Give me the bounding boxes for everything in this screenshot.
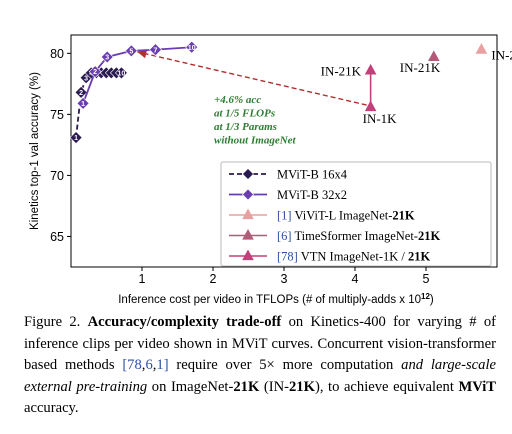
caption-figure-number: Figure 2. (24, 314, 81, 330)
x-tick-label: 2 (210, 272, 217, 286)
x-axis-label: Inference cost per video in TFLOPs (# of… (118, 292, 434, 306)
caption-cite-2[interactable]: 6 (145, 357, 153, 373)
caption-bold-1: 21K (233, 378, 260, 395)
data-point (185, 40, 199, 54)
x-tick-label: 5 (423, 272, 430, 286)
legend-label: MViT-B 32x2 (277, 188, 347, 202)
data-point (69, 131, 83, 144)
data-point (149, 43, 162, 57)
data-point (100, 50, 114, 64)
legend-label: MViT-B 16x4 (277, 168, 348, 182)
caption-text-6: ), to achieve equivalent (314, 378, 459, 395)
data-point (428, 50, 440, 62)
legend-marker (242, 228, 254, 240)
caption-title: Accuracy/complexity trade-off (87, 314, 282, 330)
data-point (76, 96, 90, 110)
caption-text-1: on Kinetics-400 for varying # of inferen… (24, 314, 496, 373)
y-tick-label: 75 (50, 108, 64, 122)
caption-text-4: on ImageNet- (147, 378, 234, 395)
annotation-line: without ImageNet (214, 135, 297, 147)
caption-text-7: accuracy. (24, 400, 79, 416)
data-point-label: 10 (118, 70, 126, 77)
data-point-label: 5 (129, 48, 133, 55)
legend-label: [1] ViViT-L ImageNet-21K (277, 209, 415, 223)
data-point (364, 63, 377, 75)
x-tick-label: 4 (352, 272, 359, 286)
y-tick-label: 80 (50, 47, 64, 61)
x-tick-label: 1 (139, 272, 146, 286)
point-label: IN-21K (321, 63, 362, 78)
legend-label: [6] TimeSformer ImageNet-21K (277, 229, 440, 243)
data-point (74, 85, 88, 99)
point-label: IN-1K (363, 111, 398, 126)
caption-cite-3[interactable]: 1] (156, 357, 169, 373)
legend-entry: MViT-B 32x2 (229, 188, 347, 202)
legend-marker (242, 249, 254, 261)
data-point-label: 3 (105, 55, 109, 62)
improvement-arrowhead (137, 49, 148, 59)
legend-entry: [1] ViViT-L ImageNet-21K (229, 208, 415, 223)
data-point-label: 2 (79, 90, 83, 97)
data-point-label: 7 (154, 47, 158, 54)
data-point (475, 43, 488, 54)
data-point-label: 1 (74, 135, 78, 142)
legend-marker (242, 188, 254, 201)
legend-label: [78] VTN ImageNet-1K / 21K (277, 250, 431, 264)
annotation-line: at 1/5 FLOPs (214, 108, 275, 120)
caption-bold-3: MViT (458, 378, 497, 395)
data-point (88, 65, 102, 79)
data-point (124, 44, 138, 58)
legend-marker (242, 168, 254, 180)
caption-text-5: (IN- (259, 378, 289, 395)
chart-legend: MViT-B 16x4 MViT-B 32x2 [1] ViViT-L ImageN… (220, 161, 492, 267)
annotation-line: at 1/3 Params (214, 121, 277, 133)
x-tick-label: 3 (281, 272, 288, 286)
data-point-label: 2 (93, 69, 97, 76)
annotation-line: +4.6% acc (214, 94, 261, 106)
legend-entry: [78] VTN ImageNet-1K / 21K (229, 249, 431, 264)
legend-entry: MViT-B 16x4 (229, 168, 348, 182)
data-point-label: 3 (84, 75, 88, 82)
caption-bold-2: 21K (289, 378, 315, 395)
y-tick-label: 65 (50, 230, 64, 244)
data-point-label: 10 (188, 45, 196, 52)
data-point (114, 66, 128, 80)
figure-caption: Figure 2. Accuracy/complexity trade-off … (24, 314, 497, 416)
legend-box (220, 161, 492, 267)
data-point-label: 1 (81, 101, 85, 108)
caption-text-2: require over 5× more computation (168, 357, 402, 373)
point-label: IN-21K (491, 48, 512, 63)
improvement-arrow (137, 51, 367, 106)
y-tick-label: 70 (50, 169, 64, 183)
y-axis-label: Kinetics top-1 val accuracy (%) (29, 72, 41, 230)
data-point (364, 100, 377, 112)
point-label: IN-21K (400, 60, 441, 75)
caption-text-3: and large-scale external pre-training (24, 357, 496, 395)
legend-entry: [6] TimeSformer ImageNet-21K (229, 228, 440, 243)
series-line-mvit-32x2 (82, 46, 192, 104)
caption-cite-1[interactable]: [78 (122, 357, 142, 373)
legend-marker (242, 208, 254, 220)
